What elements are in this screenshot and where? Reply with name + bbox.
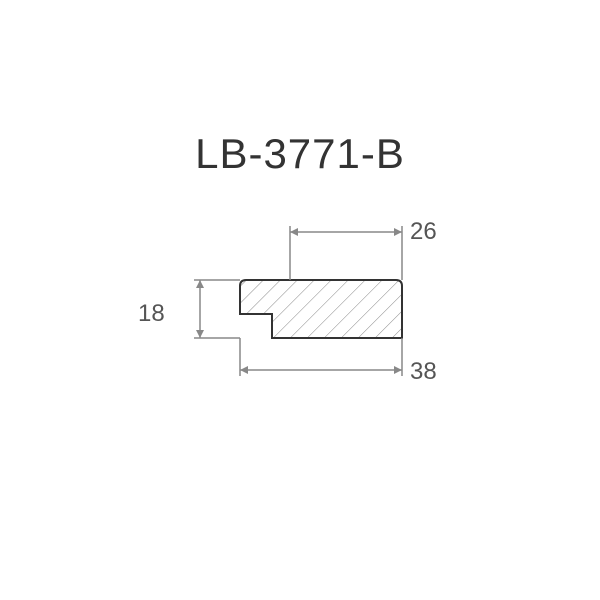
diagram-svg	[0, 0, 600, 600]
drawing-canvas: LB-3771-B 26 38 18	[0, 0, 600, 600]
